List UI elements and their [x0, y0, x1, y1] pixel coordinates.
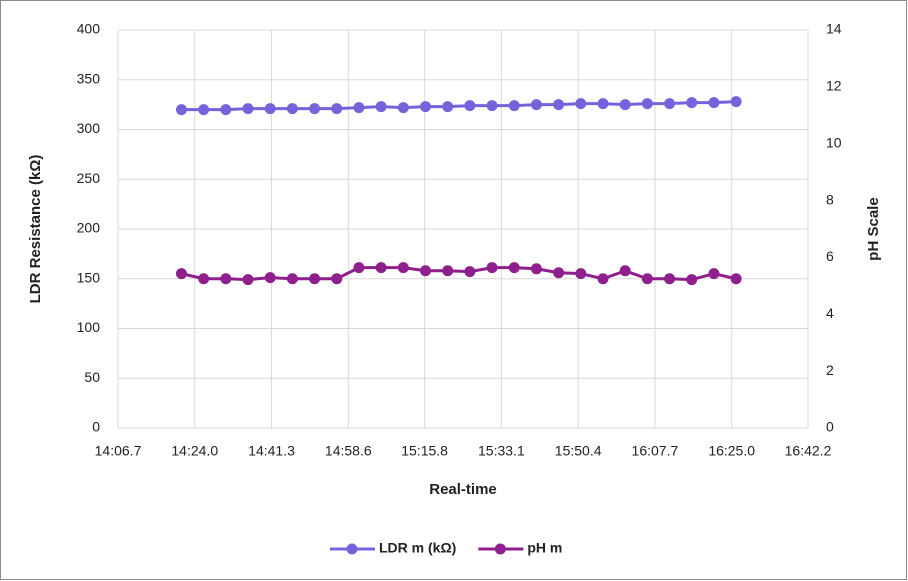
x-tick-label: 16:25.0 [708, 443, 755, 459]
point [486, 100, 498, 112]
point [220, 104, 232, 116]
point [242, 103, 254, 115]
point [464, 100, 476, 112]
point [597, 98, 609, 110]
x-tick-label: 16:07.7 [632, 443, 679, 459]
x-tick-label: 16:42.2 [785, 443, 832, 459]
y2-tick-label: 12 [826, 78, 842, 94]
point [708, 268, 720, 280]
y-tick-label: 100 [77, 319, 101, 335]
point [686, 97, 698, 109]
legend-label: LDR m (kΩ) [379, 540, 456, 556]
y2-tick-label: 14 [826, 21, 842, 37]
y2-tick-label: 8 [826, 191, 834, 207]
point [175, 268, 187, 280]
point [575, 98, 587, 110]
y-tick-label: 300 [77, 120, 101, 136]
x-tick-label: 14:06.7 [95, 443, 142, 459]
y-tick-label: 400 [77, 21, 101, 37]
legend-marker [494, 543, 506, 555]
y2-tick-label: 0 [826, 419, 834, 435]
point [353, 262, 365, 274]
point [264, 272, 276, 284]
point [264, 103, 276, 115]
legend-label: pH m [527, 540, 562, 556]
point [220, 273, 232, 285]
point [353, 102, 365, 114]
x-tick-label: 14:24.0 [171, 443, 218, 459]
y-tick-label: 200 [77, 220, 101, 236]
point [331, 273, 343, 285]
x-tick-label: 14:58.6 [325, 443, 372, 459]
point [686, 274, 698, 286]
point [442, 265, 454, 277]
point [486, 262, 498, 274]
point [464, 266, 476, 278]
point [641, 98, 653, 110]
y2-tick-label: 2 [826, 362, 834, 378]
y2-tick-label: 10 [826, 134, 842, 150]
point [286, 273, 298, 285]
point [242, 274, 254, 286]
legend-marker [346, 543, 358, 555]
point [530, 263, 542, 275]
point [730, 273, 742, 285]
y2-axis-title: pH Scale [865, 197, 882, 260]
point [309, 103, 321, 115]
x-axis-title: Real-time [429, 481, 497, 498]
point [397, 262, 409, 274]
point [198, 104, 210, 116]
point [175, 104, 187, 116]
x-tick-label: 14:41.3 [248, 443, 295, 459]
y2-tick-label: 6 [826, 248, 834, 264]
y-tick-label: 150 [77, 269, 101, 285]
y-tick-label: 50 [84, 369, 100, 385]
point [286, 103, 298, 115]
point [420, 265, 432, 277]
point [508, 262, 520, 274]
point [553, 267, 565, 279]
point [420, 101, 432, 113]
point [664, 273, 676, 285]
point [397, 102, 409, 114]
point [664, 98, 676, 110]
y-tick-label: 250 [77, 170, 101, 186]
point [442, 101, 454, 113]
point [375, 262, 387, 274]
y2-tick-label: 4 [826, 305, 834, 321]
y-tick-label: 0 [92, 419, 100, 435]
point [619, 99, 631, 111]
y-tick-label: 350 [77, 70, 101, 86]
point [553, 99, 565, 111]
x-tick-label: 15:33.1 [478, 443, 525, 459]
point [375, 101, 387, 113]
point [730, 96, 742, 108]
x-tick-label: 15:50.4 [555, 443, 602, 459]
point [309, 273, 321, 285]
point [597, 273, 609, 285]
point [641, 273, 653, 285]
point [619, 265, 631, 277]
y-axis-title: LDR Resistance (kΩ) [27, 155, 44, 304]
x-tick-label: 15:15.8 [401, 443, 448, 459]
point [508, 100, 520, 112]
point [708, 97, 720, 109]
point [331, 103, 343, 115]
point [575, 268, 587, 280]
point [530, 99, 542, 111]
point [198, 273, 210, 285]
